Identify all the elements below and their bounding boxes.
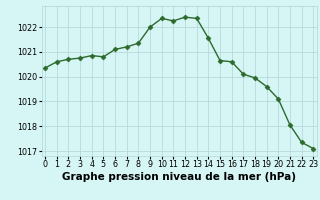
- X-axis label: Graphe pression niveau de la mer (hPa): Graphe pression niveau de la mer (hPa): [62, 172, 296, 182]
